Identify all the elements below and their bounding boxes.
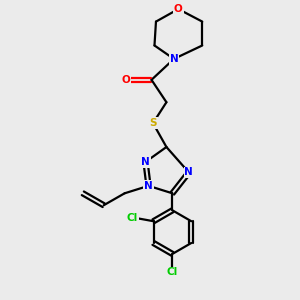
- Text: O: O: [122, 75, 130, 85]
- Text: Cl: Cl: [127, 213, 138, 223]
- Text: Cl: Cl: [167, 267, 178, 278]
- Text: N: N: [144, 181, 153, 191]
- Text: N: N: [169, 54, 178, 64]
- Text: N: N: [184, 167, 193, 177]
- Text: O: O: [174, 4, 183, 14]
- Text: S: S: [149, 118, 157, 128]
- Text: N: N: [141, 157, 150, 167]
